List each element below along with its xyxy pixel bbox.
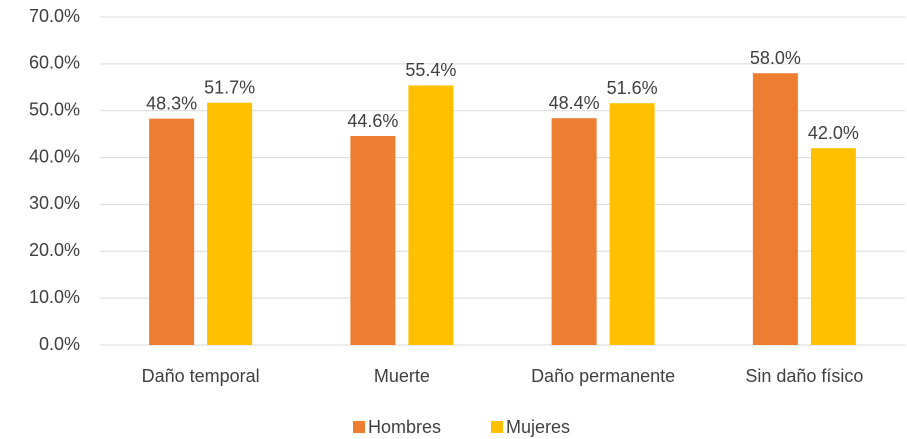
y-tick-label: 60.0% [29,53,80,73]
bar [350,136,396,345]
legend-label: Mujeres [506,417,570,437]
bar [408,85,454,345]
legend-label: Hombres [368,417,441,437]
bar [810,148,856,345]
bar [149,118,195,346]
legend-swatch [353,421,365,433]
data-label: 51.7% [204,77,255,97]
y-tick-label: 50.0% [29,99,80,119]
data-label: 44.6% [347,111,398,131]
bar [551,118,597,345]
y-tick-label: 40.0% [29,146,80,166]
y-tick-label: 10.0% [29,287,80,307]
y-tick-label: 30.0% [29,193,80,213]
bar [207,102,253,346]
y-tick-label: 70.0% [29,6,80,26]
bar [752,73,798,345]
x-tick-label: Daño permanente [531,366,675,386]
data-label: 42.0% [808,123,859,143]
data-label: 55.4% [405,60,456,80]
x-tick-label: Muerte [374,366,430,386]
data-label: 58.0% [750,48,801,68]
y-tick-label: 0.0% [39,334,80,354]
x-tick-label: Daño temporal [142,366,260,386]
bar [609,103,655,346]
y-tick-label: 20.0% [29,240,80,260]
data-label: 48.4% [549,93,600,113]
x-tick-label: Sin daño físico [745,366,863,386]
data-label: 51.6% [607,78,658,98]
legend-swatch [491,421,503,433]
data-label: 48.3% [146,93,197,113]
